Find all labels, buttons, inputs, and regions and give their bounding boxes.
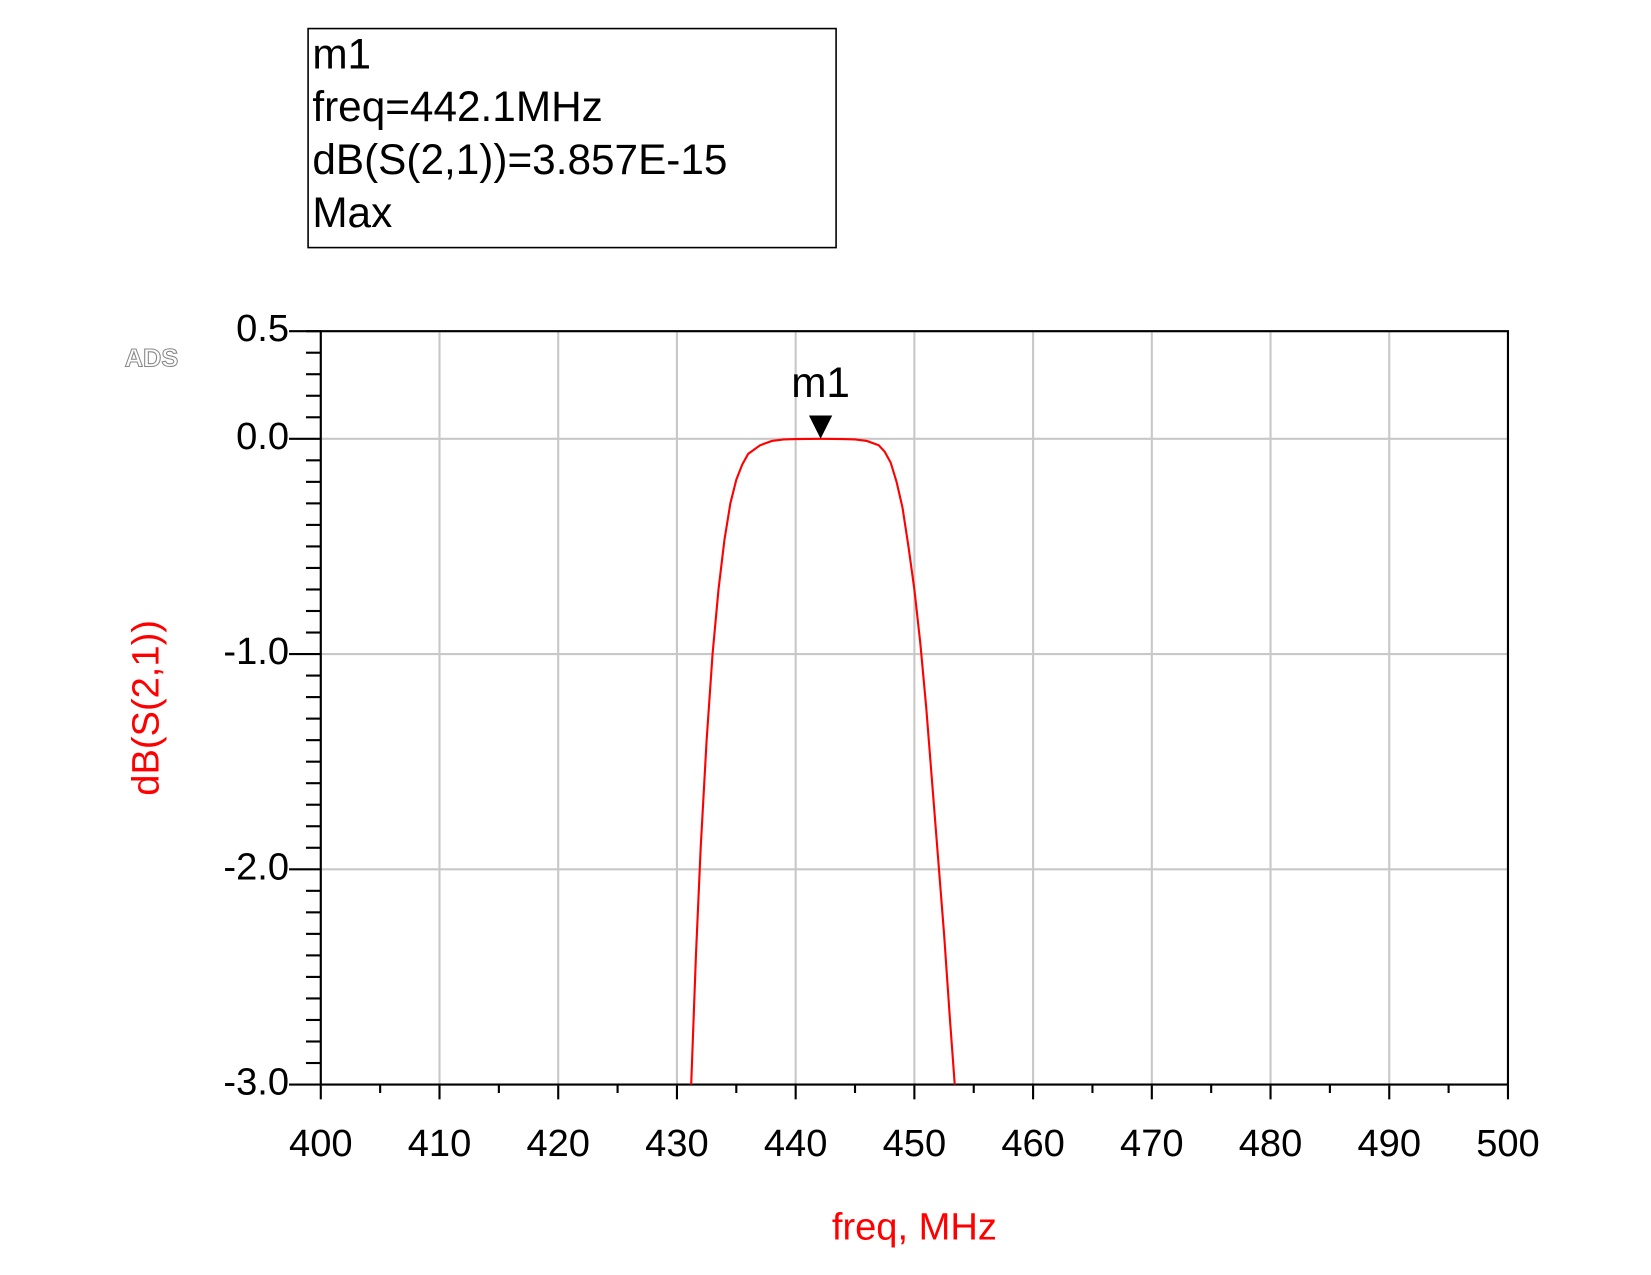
x-tick-label: 490 — [1357, 1123, 1421, 1165]
y-tick-label: -3.0 — [223, 1062, 289, 1104]
x-axis-label: freq, MHz — [832, 1207, 997, 1249]
x-tick-label: 420 — [526, 1123, 590, 1165]
plot-frame — [319, 330, 1510, 1086]
marker-readout-line: Max — [312, 189, 392, 236]
y-axis-label: dB(S(2,1)) — [125, 620, 167, 796]
x-tick-label: 400 — [289, 1123, 353, 1165]
y-tick-label: -2.0 — [223, 846, 289, 888]
y-tick-label: 0.5 — [236, 308, 289, 350]
marker-readout-line: freq=442.1MHz — [312, 83, 602, 130]
marker-readout-box — [307, 27, 837, 249]
x-tick-label: 500 — [1476, 1123, 1540, 1165]
marker-readout-line: m1 — [312, 30, 371, 77]
x-tick-label: 410 — [408, 1123, 472, 1165]
series-line — [690, 437, 956, 1085]
x-tick-label: 480 — [1239, 1123, 1303, 1165]
y-tick-label: -1.0 — [223, 631, 289, 673]
y-tick-label: 0.0 — [236, 416, 289, 458]
x-tick-label: 460 — [1001, 1123, 1065, 1165]
logo: ADS — [125, 344, 179, 372]
x-tick-label: 440 — [764, 1123, 828, 1165]
x-tick-label: 450 — [883, 1123, 947, 1165]
marker-triangle — [808, 415, 833, 439]
marker-label: m1 — [791, 359, 850, 406]
marker-readout-line: dB(S(2,1))=3.857E-15 — [312, 136, 727, 183]
x-tick-label: 470 — [1120, 1123, 1184, 1165]
x-tick-label: 430 — [645, 1123, 709, 1165]
